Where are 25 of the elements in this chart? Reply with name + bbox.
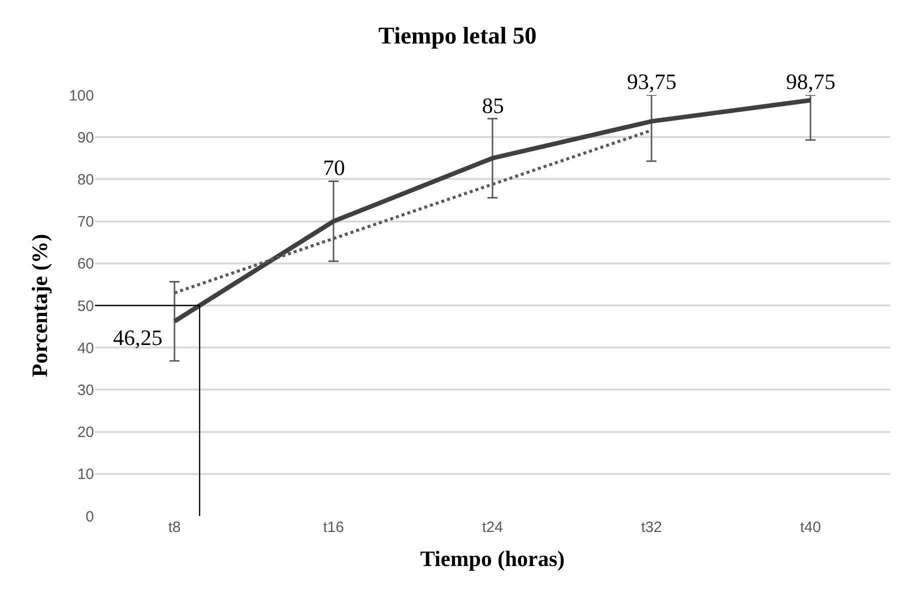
data-label: 46,25 <box>113 325 162 350</box>
chart-title: Tiempo letal 50 <box>378 23 537 50</box>
x-tick-label: t32 <box>641 519 662 536</box>
x-tick-label: t8 <box>168 519 181 536</box>
y-tick-label: 60 <box>77 256 94 273</box>
y-tick-label: 40 <box>77 340 94 357</box>
y-tick-label: 100 <box>68 87 94 104</box>
y-tick-label: 70 <box>77 214 94 231</box>
y-tick-label: 80 <box>77 171 94 188</box>
y-tick-label: 90 <box>77 129 94 146</box>
x-tick-label: t40 <box>800 519 821 536</box>
line-series <box>172 98 813 324</box>
y-tick-label: 0 <box>86 508 94 526</box>
y-tick-label: 20 <box>77 424 94 442</box>
y-tick-label: 50 <box>77 298 94 315</box>
data-label: 70 <box>323 155 345 180</box>
y-tick-label: 30 <box>77 382 94 399</box>
data-label: 93,75 <box>627 69 676 94</box>
x-tick-label: t24 <box>482 519 503 536</box>
y-tick-label: 10 <box>77 466 94 484</box>
x-axis-title: Tiempo (horas) <box>420 546 565 571</box>
y-axis-title: Porcentaje (%) <box>26 234 52 378</box>
data-label: 85 <box>482 93 504 118</box>
x-tick-label: t16 <box>323 519 344 536</box>
data-label: 98,75 <box>786 69 836 94</box>
